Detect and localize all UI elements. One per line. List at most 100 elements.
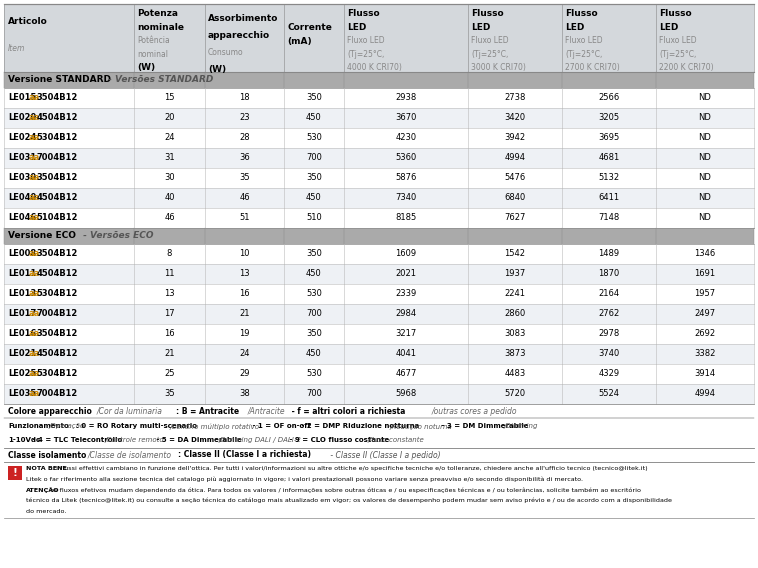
Bar [344, 364, 468, 384]
Text: LED: LED [471, 23, 490, 32]
Bar [284, 188, 344, 208]
Bar [134, 284, 205, 304]
Text: Flusso: Flusso [471, 9, 503, 18]
Text: 8185: 8185 [396, 214, 417, 223]
Text: 2700 K CRI70): 2700 K CRI70) [565, 64, 620, 73]
Text: 46: 46 [164, 214, 175, 223]
Bar [656, 284, 754, 304]
Text: 17: 17 [164, 310, 175, 319]
Text: 2978: 2978 [598, 329, 619, 339]
Text: 3873: 3873 [504, 349, 526, 358]
Bar [562, 264, 656, 284]
Text: aa: aa [29, 310, 39, 319]
Text: Fluxo LED: Fluxo LED [471, 36, 509, 45]
Text: 510: 510 [306, 214, 322, 223]
Bar [468, 384, 562, 404]
Text: aa: aa [29, 349, 39, 358]
Text: técnico da Litek (tecnico@litek.it) ou consulte a seção técnica do catálogo mais: técnico da Litek (tecnico@litek.it) ou c… [26, 498, 672, 503]
Text: nominal: nominal [137, 50, 168, 59]
Bar [205, 128, 284, 148]
Bar [4, 324, 134, 344]
Bar [284, 284, 344, 304]
Text: 1609: 1609 [396, 249, 417, 258]
Text: Fluxo LED: Fluxo LED [347, 36, 384, 45]
Text: 3670: 3670 [396, 114, 417, 123]
Bar [656, 208, 754, 228]
Bar [205, 148, 284, 168]
Bar [344, 168, 468, 188]
Text: LE024: LE024 [8, 133, 36, 143]
Text: aa: aa [29, 114, 39, 123]
Text: 38: 38 [239, 390, 250, 399]
Bar [4, 364, 134, 384]
Text: - f = altri colori a richiesta: - f = altri colori a richiesta [289, 407, 406, 416]
Bar [4, 88, 134, 108]
Text: !: ! [13, 468, 17, 478]
Bar [344, 344, 468, 364]
Bar [205, 168, 284, 188]
Text: 4504B12: 4504B12 [36, 269, 78, 278]
Bar [562, 128, 656, 148]
Text: LED: LED [659, 23, 678, 32]
Text: 5304B12: 5304B12 [36, 370, 78, 378]
Text: /Antracite: /Antracite [248, 407, 286, 416]
Text: (Tj=25°C,: (Tj=25°C, [565, 50, 603, 59]
Bar [4, 448, 754, 462]
Text: 2984: 2984 [396, 310, 417, 319]
Text: Potência: Potência [137, 36, 170, 45]
Text: (W): (W) [208, 65, 226, 74]
Text: 350: 350 [306, 329, 322, 339]
Text: 5132: 5132 [598, 173, 619, 182]
Bar [134, 364, 205, 384]
Text: Versione STANDARD: Versione STANDARD [8, 76, 111, 85]
Bar [205, 208, 284, 228]
Text: 4230: 4230 [396, 133, 417, 143]
Text: do mercado.: do mercado. [26, 508, 67, 513]
Text: 4483: 4483 [504, 370, 525, 378]
Text: 5104B12: 5104B12 [36, 214, 78, 223]
Bar [205, 188, 284, 208]
Text: LED: LED [347, 23, 366, 32]
Bar [468, 188, 562, 208]
Text: (Tj=25°C,: (Tj=25°C, [471, 50, 509, 59]
Bar [205, 244, 284, 264]
Bar [656, 148, 754, 168]
Bar [468, 244, 562, 264]
Bar [205, 264, 284, 284]
Text: 1489: 1489 [598, 249, 619, 258]
Bar [284, 244, 344, 264]
Bar [562, 304, 656, 324]
Text: 5476: 5476 [504, 173, 525, 182]
Bar [4, 72, 134, 88]
Bar [284, 148, 344, 168]
Text: 3420: 3420 [504, 114, 525, 123]
Text: : B = Antracite: : B = Antracite [176, 407, 239, 416]
Text: 18: 18 [240, 94, 250, 102]
Text: ND: ND [699, 94, 712, 102]
Bar [284, 4, 344, 72]
Bar [205, 4, 284, 72]
Bar [562, 384, 656, 404]
Text: ND: ND [699, 214, 712, 223]
Text: 36: 36 [239, 153, 250, 162]
Bar [656, 344, 754, 364]
Text: Corrente: Corrente [287, 23, 332, 32]
Bar [344, 284, 468, 304]
Text: Fluxo LED: Fluxo LED [659, 36, 697, 45]
Bar [134, 208, 205, 228]
Bar [4, 4, 134, 72]
Text: 25: 25 [164, 370, 175, 378]
Text: ND: ND [699, 153, 712, 162]
Bar [205, 324, 284, 344]
Text: 5360: 5360 [396, 153, 417, 162]
Bar [205, 384, 284, 404]
Text: LE021: LE021 [8, 349, 36, 358]
Bar [8, 466, 22, 480]
Text: 450: 450 [306, 269, 322, 278]
Text: LE015: LE015 [8, 94, 36, 102]
Text: /Dimming DALI / DALI-2: /Dimming DALI / DALI-2 [219, 437, 302, 442]
Bar [344, 304, 468, 324]
Bar [468, 364, 562, 384]
Bar [134, 188, 205, 208]
Text: 2566: 2566 [598, 94, 619, 102]
